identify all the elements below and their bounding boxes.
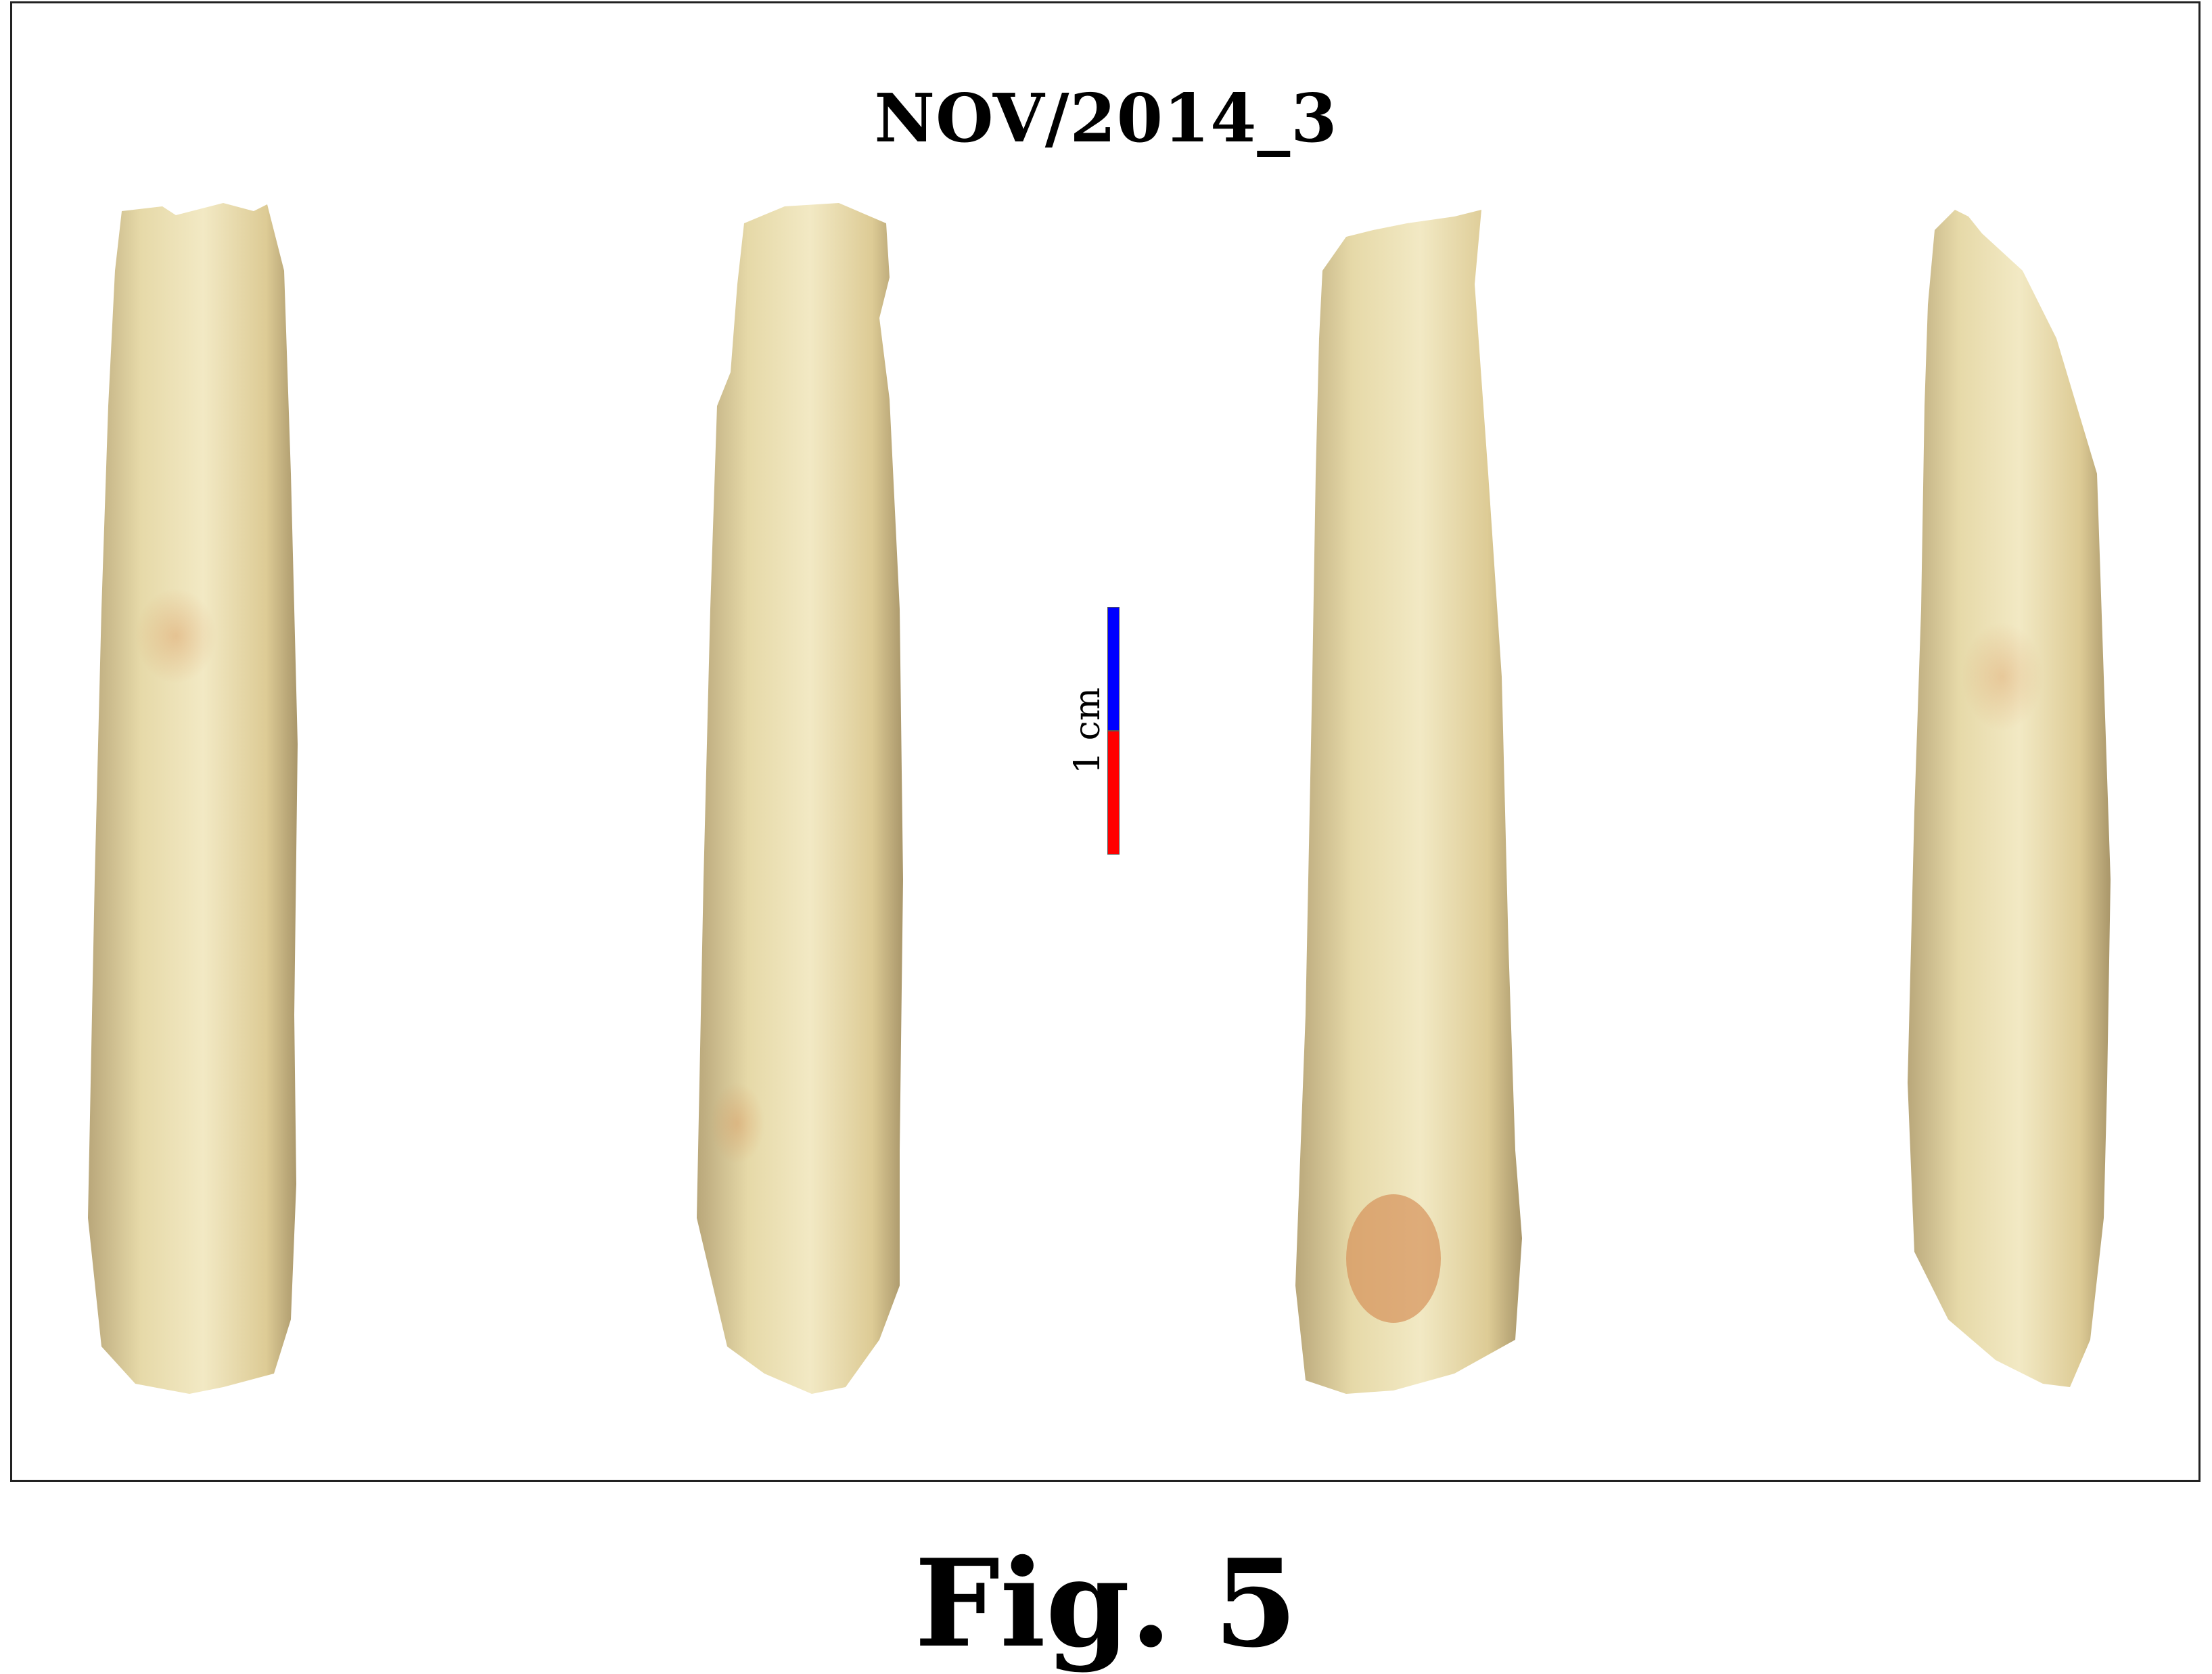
figure-caption: Fig. 5	[914, 1533, 1298, 1674]
specimen-photo-1	[88, 203, 298, 1394]
specimen-photo-2	[697, 203, 903, 1394]
scale-bar-label: 1 cm	[1067, 687, 1108, 775]
scale-bar-red-segment	[1107, 731, 1120, 855]
scale-bar-blue-segment	[1107, 607, 1120, 731]
specimen-photo-4	[1908, 210, 2111, 1387]
figure-frame	[10, 1, 2201, 1482]
specimen-label: NOV/2014_3	[874, 80, 1338, 158]
specimen-photo-3	[1295, 210, 1522, 1394]
